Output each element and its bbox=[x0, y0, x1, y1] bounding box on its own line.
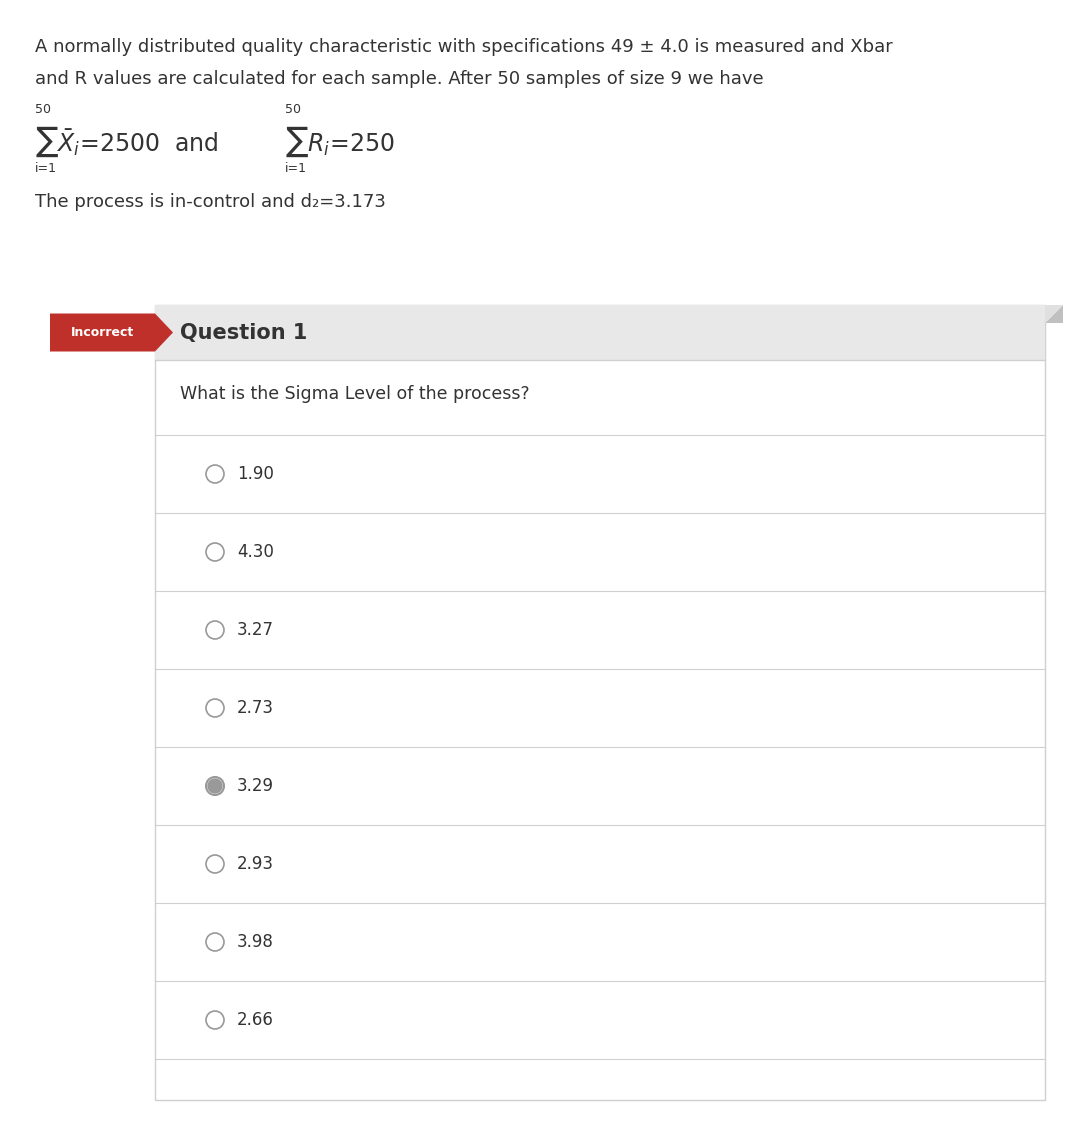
Text: 2.66: 2.66 bbox=[237, 1010, 274, 1028]
Text: 2.73: 2.73 bbox=[237, 699, 274, 717]
Text: 1.90: 1.90 bbox=[237, 465, 274, 483]
Text: $\sum\bar{X}_i$=2500  and: $\sum\bar{X}_i$=2500 and bbox=[35, 125, 228, 160]
Text: i=1: i=1 bbox=[35, 162, 57, 175]
Text: 3.29: 3.29 bbox=[237, 777, 274, 795]
Text: 2.93: 2.93 bbox=[237, 855, 274, 873]
Text: Incorrect: Incorrect bbox=[71, 326, 134, 339]
Text: $\sum R_i$=250: $\sum R_i$=250 bbox=[285, 125, 394, 160]
FancyBboxPatch shape bbox=[156, 305, 1045, 1100]
Text: 3.98: 3.98 bbox=[237, 933, 274, 951]
Text: 50: 50 bbox=[285, 103, 301, 116]
Polygon shape bbox=[1045, 305, 1063, 323]
Text: and R values are calculated for each sample. After 50 samples of size 9 we have: and R values are calculated for each sam… bbox=[35, 70, 764, 88]
Text: 4.30: 4.30 bbox=[237, 543, 274, 561]
Text: i=1: i=1 bbox=[285, 162, 307, 175]
Text: 50: 50 bbox=[35, 103, 51, 116]
Polygon shape bbox=[50, 314, 173, 352]
Text: What is the Sigma Level of the process?: What is the Sigma Level of the process? bbox=[180, 386, 529, 404]
Text: The process is in-control and d₂=3.173: The process is in-control and d₂=3.173 bbox=[35, 193, 386, 211]
Text: A normally distributed quality characteristic with specifications 49 ± 4.0 is me: A normally distributed quality character… bbox=[35, 38, 893, 56]
Text: 3.27: 3.27 bbox=[237, 620, 274, 640]
Circle shape bbox=[208, 779, 222, 794]
Text: Question 1: Question 1 bbox=[180, 323, 308, 343]
FancyBboxPatch shape bbox=[156, 305, 1045, 360]
Polygon shape bbox=[1045, 305, 1063, 323]
